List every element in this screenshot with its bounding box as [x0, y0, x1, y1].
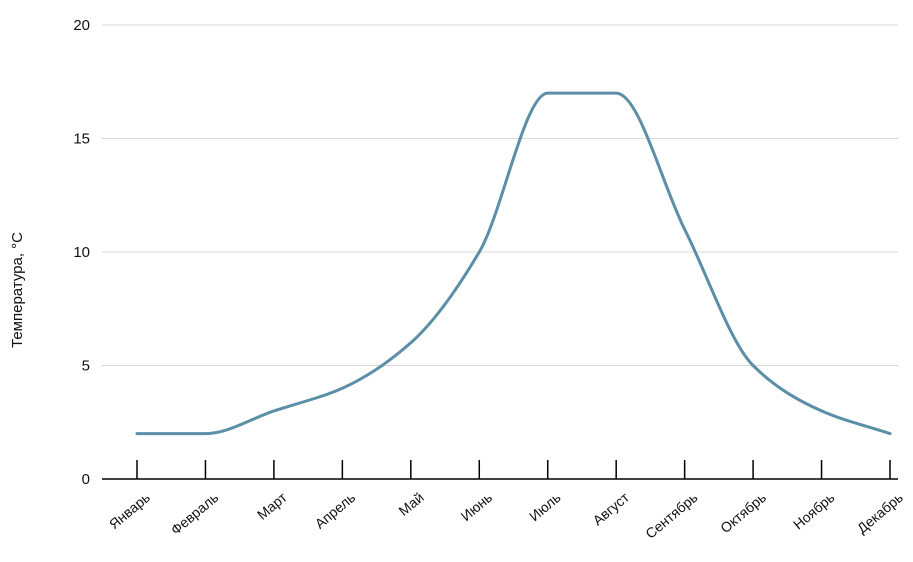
data-point — [272, 409, 276, 413]
y-tick-label: 20 — [73, 17, 90, 34]
x-tick-label: Август — [590, 489, 633, 529]
x-tick-label: Март — [254, 489, 290, 523]
data-point — [614, 91, 618, 95]
data-point — [477, 250, 481, 254]
data-point — [546, 91, 550, 95]
data-point — [409, 341, 413, 345]
data-point — [135, 432, 139, 436]
x-tick-label: Ноябрь — [790, 489, 837, 532]
x-tick-label: Январь — [106, 489, 153, 532]
data-point — [340, 386, 344, 390]
y-axis-ticks: 0 5 10 15 20 — [73, 17, 90, 488]
y-tick-label: 15 — [73, 131, 90, 148]
y-tick-label: 5 — [82, 358, 90, 375]
x-tick-label: Сентябрь — [642, 489, 700, 542]
y-tick-label: 10 — [73, 244, 90, 261]
x-tick-label: Июль — [526, 489, 564, 524]
data-point — [683, 227, 687, 231]
series — [135, 91, 892, 436]
data-point — [751, 364, 755, 368]
y-axis-label: Температура, °C — [9, 232, 26, 348]
y-tick-label: 0 — [82, 471, 90, 488]
x-tick-label: Декабрь — [854, 489, 906, 536]
x-axis: Январь Февраль Март Апрель Май Июнь Июль Август… — [102, 460, 906, 542]
x-tick-label: Апрель — [312, 489, 359, 532]
series-line — [135, 91, 892, 436]
data-point — [820, 409, 824, 413]
x-tick-label: Май — [395, 489, 426, 519]
gridlines — [102, 24, 898, 366]
x-tick-label: Июнь — [458, 489, 496, 524]
data-point — [203, 432, 207, 436]
data-point — [888, 432, 892, 436]
x-tick-label: Октябрь — [717, 489, 769, 536]
x-tick-label: Февраль — [168, 489, 222, 538]
